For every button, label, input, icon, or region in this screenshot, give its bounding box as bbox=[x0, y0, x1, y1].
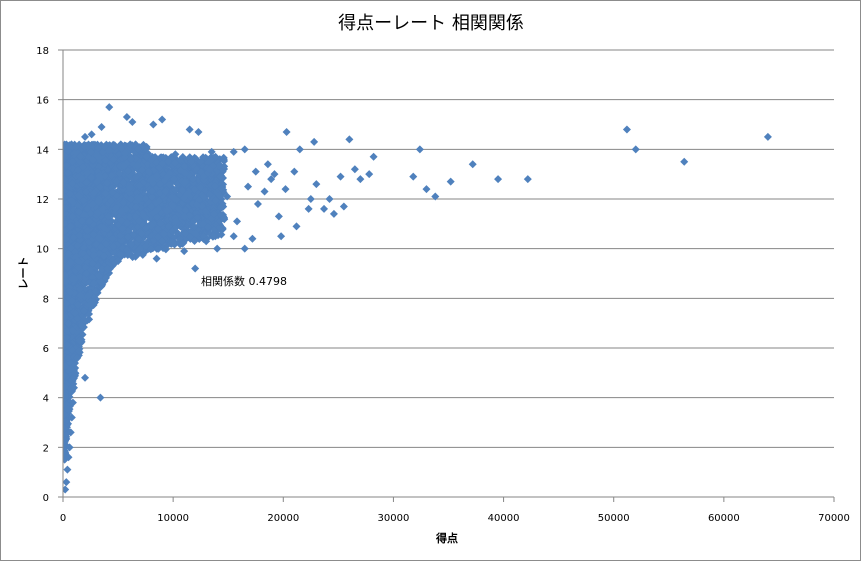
scatter-point bbox=[209, 231, 218, 240]
scatter-point bbox=[111, 204, 120, 213]
scatter-point bbox=[168, 227, 177, 236]
scatter-point bbox=[109, 242, 118, 251]
scatter-point bbox=[189, 217, 198, 226]
scatter-point bbox=[165, 180, 174, 189]
scatter-point bbox=[146, 245, 155, 254]
scatter-point bbox=[63, 263, 72, 272]
scatter-point bbox=[147, 175, 156, 184]
scatter-point bbox=[102, 273, 111, 282]
scatter-point bbox=[83, 168, 92, 177]
scatter-point bbox=[63, 175, 69, 184]
scatter-point bbox=[190, 222, 199, 231]
scatter-point bbox=[205, 190, 214, 199]
scatter-point bbox=[211, 152, 220, 161]
scatter-point bbox=[126, 188, 135, 197]
scatter-point bbox=[63, 362, 70, 371]
gridlines bbox=[63, 49, 834, 448]
scatter-point bbox=[100, 172, 109, 181]
data-points bbox=[63, 103, 772, 494]
scatter-point bbox=[170, 175, 179, 184]
scatter-point bbox=[171, 217, 180, 226]
scatter-point bbox=[89, 251, 98, 260]
scatter-point bbox=[83, 204, 92, 213]
scatter-point bbox=[75, 285, 84, 294]
scatter-point bbox=[220, 162, 229, 171]
scatter-point bbox=[63, 450, 69, 459]
scatter-point bbox=[210, 225, 219, 234]
scatter-point bbox=[88, 200, 97, 209]
scatter-point bbox=[147, 187, 156, 196]
scatter-point bbox=[123, 246, 132, 255]
scatter-point bbox=[178, 186, 187, 195]
scatter-point bbox=[162, 206, 171, 215]
scatter-point bbox=[185, 211, 194, 220]
scatter-point bbox=[94, 162, 103, 171]
scatter-point bbox=[80, 210, 89, 219]
scatter-point bbox=[82, 178, 91, 187]
scatter-point bbox=[119, 198, 128, 207]
scatter-point bbox=[96, 243, 105, 252]
scatter-point bbox=[161, 245, 170, 254]
scatter-point bbox=[142, 152, 151, 161]
scatter-point bbox=[86, 300, 95, 309]
scatter-point bbox=[82, 187, 91, 196]
scatter-point bbox=[63, 410, 69, 419]
chart-title: 得点ーレート 相関関係 bbox=[338, 13, 524, 34]
scatter-point bbox=[125, 184, 134, 193]
scatter-point bbox=[186, 206, 195, 215]
scatter-point bbox=[74, 300, 83, 309]
scatter-point bbox=[180, 162, 189, 171]
scatter-point bbox=[120, 153, 129, 162]
scatter-point bbox=[176, 155, 185, 164]
scatter-point bbox=[147, 221, 156, 230]
scatter-point bbox=[135, 181, 144, 190]
scatter-point bbox=[63, 219, 70, 228]
scatter-point bbox=[97, 278, 106, 287]
scatter-point bbox=[219, 214, 228, 223]
scatter-point bbox=[88, 161, 97, 170]
scatter-point bbox=[196, 183, 205, 192]
scatter-point bbox=[152, 171, 161, 180]
scatter-point bbox=[190, 228, 199, 237]
scatter-point bbox=[215, 161, 224, 170]
scatter-point bbox=[94, 144, 103, 153]
scatter-point bbox=[111, 208, 120, 217]
scatter-point bbox=[143, 160, 152, 169]
scatter-point bbox=[170, 186, 179, 195]
scatter-point bbox=[124, 166, 133, 175]
scatter-point bbox=[91, 287, 100, 296]
scatter-point bbox=[86, 209, 95, 218]
scatter-point bbox=[211, 182, 220, 191]
scatter-point bbox=[138, 210, 147, 219]
scatter-point bbox=[181, 206, 190, 215]
scatter-point bbox=[141, 194, 150, 203]
scatter-point bbox=[148, 192, 157, 201]
scatter-point bbox=[115, 169, 124, 178]
scatter-point bbox=[63, 144, 70, 153]
scatter-point bbox=[98, 264, 107, 273]
scatter-point bbox=[153, 212, 162, 221]
scatter-point bbox=[116, 250, 125, 259]
scatter-point bbox=[154, 244, 163, 253]
scatter-point bbox=[110, 142, 119, 151]
scatter-point bbox=[170, 194, 179, 203]
scatter-point bbox=[117, 236, 126, 245]
scatter-point bbox=[66, 258, 75, 267]
scatter-point bbox=[133, 250, 142, 259]
scatter-point bbox=[186, 228, 195, 237]
scatter-point bbox=[70, 228, 79, 237]
